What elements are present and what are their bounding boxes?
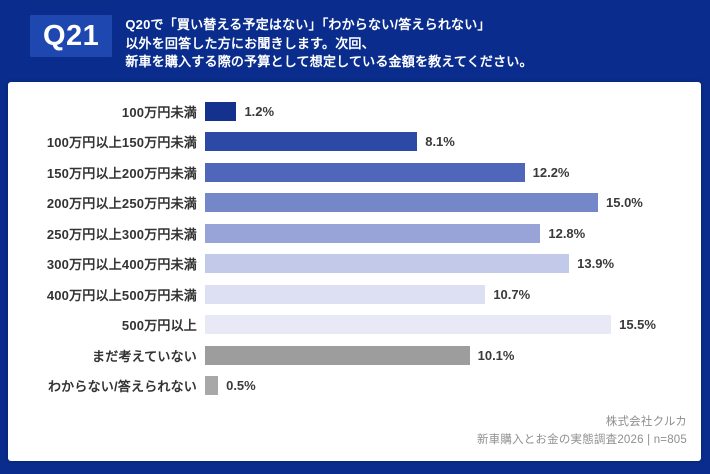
chart-row: 250万円以上300万円未満 12.8%	[8, 218, 701, 249]
bar-track: 12.8%	[205, 223, 701, 243]
category-label: 300万円以上400万円未満	[46, 257, 197, 273]
bar-track: 10.1%	[205, 345, 701, 365]
company-name: 株式会社クルカ	[605, 416, 687, 429]
value-label: 12.2%	[532, 164, 570, 180]
question-line-3: 新車を購入する際の予算として想定している金額を教えてください。	[125, 54, 533, 69]
chart-row: 100万円以上150万円未満 8.1%	[8, 127, 701, 158]
category-label: 200万円以上250万円未満	[46, 196, 197, 212]
bar	[205, 376, 219, 396]
chart-row: まだ考えていない 10.1%	[8, 340, 701, 371]
bar-track: 15.0%	[205, 193, 701, 213]
bar	[205, 132, 418, 152]
value-label: 10.7%	[493, 286, 531, 302]
chart-card: 100万円未満 1.2% 100万円以上150万円未満 8.1% 150万円以上200万…	[8, 82, 701, 461]
category-label: 100万円以上150万円未満	[46, 135, 197, 151]
value-label: 8.1%	[425, 134, 455, 150]
source-note: 株式会社クルカ 新車購入とお金の実態調査2026 | n=805	[477, 414, 687, 450]
value-label: 10.1%	[477, 347, 515, 363]
survey-source: 新車購入とお金の実態調査2026 | n=805	[476, 434, 687, 447]
category-label: 150万円以上200万円未満	[46, 165, 197, 181]
bar	[205, 254, 570, 274]
question-line-2: 以外を回答した方にお聞きします。次回、	[125, 35, 375, 51]
bar	[205, 193, 598, 213]
chart-row: 300万円以上400万円未満 13.9%	[8, 249, 701, 280]
bar	[205, 101, 237, 121]
bar-track: 8.1%	[205, 132, 701, 152]
category-label: 500万円以上	[121, 318, 197, 334]
bar-track: 12.2%	[205, 162, 701, 182]
chart-row: 500万円以上 15.5%	[8, 310, 701, 341]
bar-chart: 100万円未満 1.2% 100万円以上150万円未満 8.1% 150万円以上200万…	[8, 96, 701, 401]
chart-row: 400万円以上500万円未満 10.7%	[8, 279, 701, 310]
bar-track: 10.7%	[205, 284, 701, 304]
category-label: わからない/答えられない	[47, 379, 197, 395]
chart-row: 100万円未満 1.2%	[8, 96, 701, 127]
bar-track: 15.5%	[205, 315, 701, 335]
value-label: 15.5%	[619, 317, 656, 333]
value-label: 1.2%	[244, 103, 275, 119]
value-label: 15.0%	[606, 195, 643, 211]
question-line-1: Q20で「買い替える予定はない」「わからない/答えられない」	[125, 17, 491, 32]
question-number-badge: Q21	[30, 15, 113, 57]
bar-track: 13.9%	[205, 254, 701, 274]
bar	[205, 223, 541, 243]
category-label: 250万円以上300万円未満	[46, 226, 197, 242]
chart-row: わからない/答えられない 0.5%	[8, 371, 701, 402]
value-label: 12.8%	[548, 225, 586, 241]
chart-row: 150万円以上200万円未満 12.2%	[8, 157, 701, 188]
value-label: 13.9%	[577, 256, 615, 272]
category-label: まだ考えていない	[92, 348, 197, 364]
category-label: 100万円未満	[121, 104, 197, 120]
question-text: Q20で「買い替える予定はない」「わからない/答えられない」 以外を回答した方に…	[125, 15, 532, 72]
bar	[205, 315, 612, 335]
chart-row: 200万円以上250万円未満 15.0%	[8, 188, 701, 219]
bar	[205, 284, 486, 304]
bar-track: 1.2%	[205, 101, 701, 121]
value-label: 0.5%	[226, 378, 256, 394]
bar	[205, 162, 525, 182]
question-header: Q21 Q20で「買い替える予定はない」「わからない/答えられない」 以外を回答…	[0, 0, 710, 78]
bar	[205, 345, 470, 365]
bar-track: 0.5%	[205, 376, 701, 396]
category-label: 400万円以上500万円未満	[46, 287, 197, 303]
